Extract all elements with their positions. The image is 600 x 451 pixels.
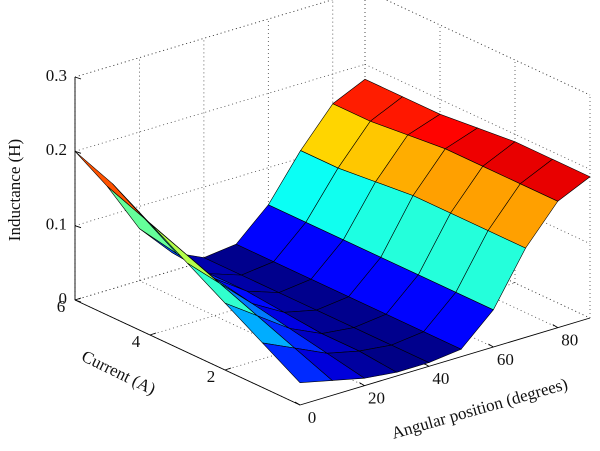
surface-patch [112,183,183,252]
y-axis [74,299,301,406]
z-tick-label: 0.2 [46,140,67,159]
x-tick-label: 20 [368,389,385,408]
grid-line [74,63,366,152]
x-tick-label: 80 [561,331,578,350]
z-tick-label: 0.1 [46,215,67,234]
x-tick-label: 60 [497,350,514,369]
x-tick-label: 0 [308,408,317,427]
box-edge [385,0,591,96]
tick-mark [552,324,559,329]
tick-mark [359,382,365,387]
x-axis-label: Angular position (degrees) [389,374,569,442]
z-tick-label: 0.3 [46,66,67,85]
y-tick-label: 4 [132,332,141,351]
tick-mark [224,367,232,371]
surface-patch [149,223,220,284]
tick-mark [74,150,82,154]
y-tick-label: 6 [57,297,66,316]
surface-patch [261,342,333,384]
surface-patch [74,151,145,219]
box-edge [74,0,334,78]
grid-line [364,63,591,170]
tick-mark [74,297,82,301]
grid-line [385,0,591,96]
x-axis [299,317,591,406]
x-tick-label: 40 [432,369,449,388]
y-axis-label: Current (A) [79,347,159,399]
surface-patch [106,186,178,254]
tick-mark [149,332,157,336]
z-axis-label: Inductance (H) [5,139,24,241]
grid-line [74,0,334,78]
z-tick-label: 0 [59,289,68,308]
y-tick-label: 2 [207,367,216,386]
grid-line [139,280,365,387]
tick-mark [488,343,494,348]
tick-mark [74,225,82,229]
tick-mark [74,76,82,80]
